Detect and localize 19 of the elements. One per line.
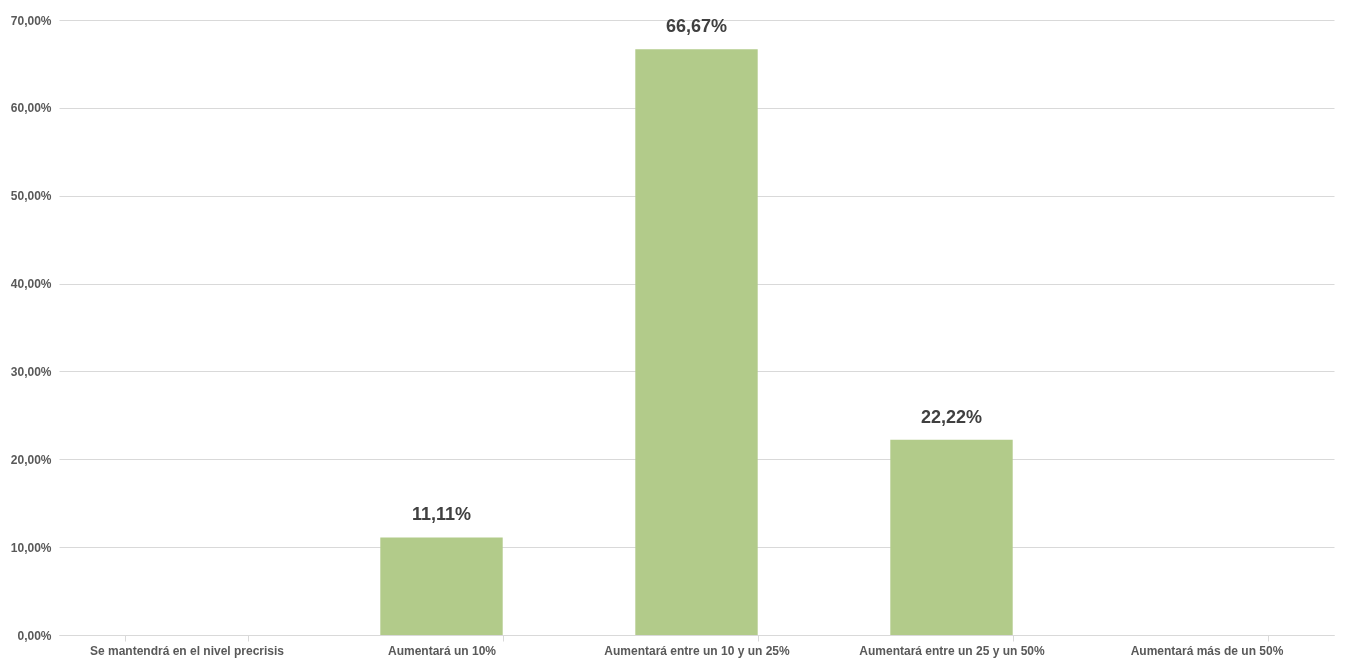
y-tick-label: 40,00%: [10, 277, 52, 292]
y-tick-label: 20,00%: [10, 452, 52, 467]
y-tick-label: 10,00%: [10, 540, 52, 555]
bar: [635, 49, 758, 635]
y-tick-label: 50,00%: [10, 189, 52, 204]
x-tick-label: Se mantendrá en el nivel precrisis: [89, 643, 285, 658]
data-label: 66,67%: [665, 16, 728, 37]
x-tick-label: Aumentará un 10%: [387, 643, 497, 658]
data-label: 22,22%: [920, 406, 983, 427]
y-tick-label: 70,00%: [10, 13, 52, 28]
bar: [890, 439, 1013, 635]
data-label: 11,11%: [411, 504, 472, 525]
x-tick-label: Aumentará entre un 10 y un 25%: [604, 643, 791, 658]
x-tick-label: Aumentará entre un 25 y un 50%: [859, 643, 1046, 658]
bar: [380, 537, 503, 635]
y-tick-label: 30,00%: [10, 364, 52, 379]
x-tick-label: Aumentará más de un 50%: [1130, 643, 1284, 658]
y-tick-label: 0,00%: [17, 628, 52, 643]
y-tick-label: 60,00%: [10, 101, 52, 116]
